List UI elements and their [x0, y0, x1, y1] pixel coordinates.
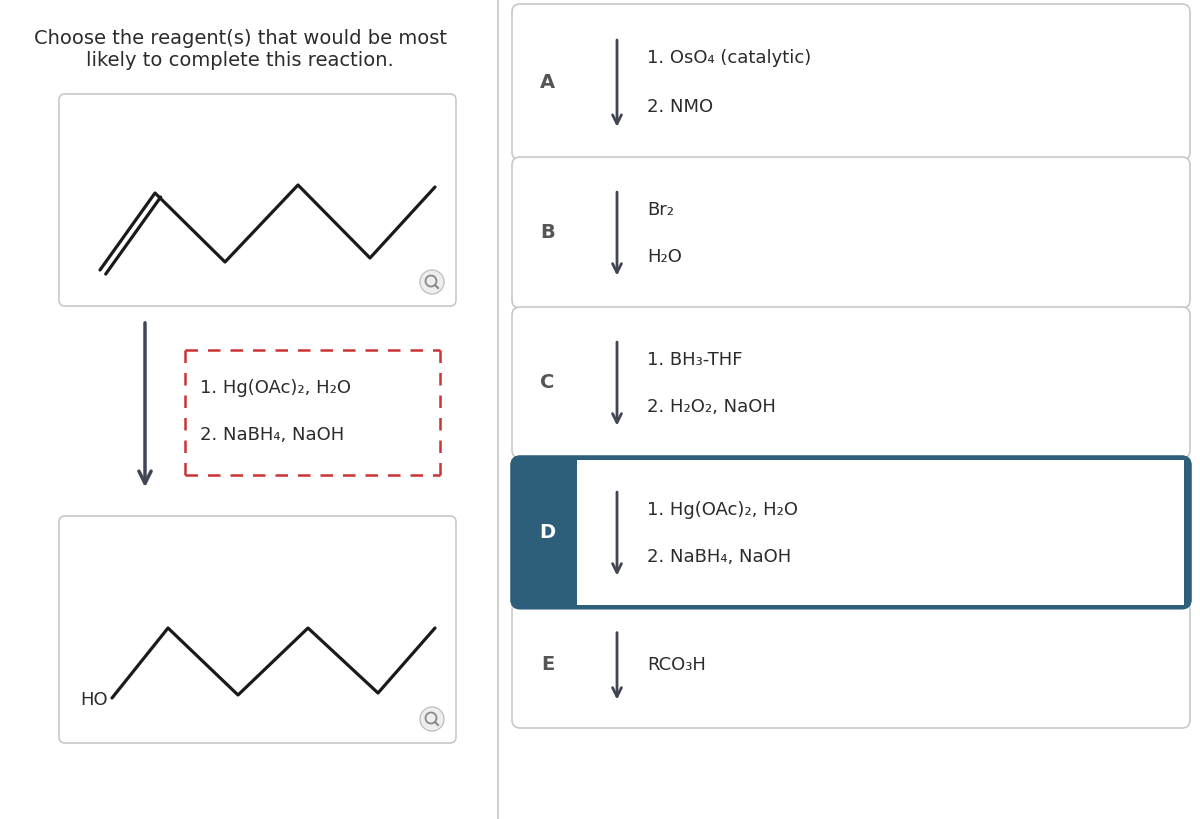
Text: likely to complete this reaction.: likely to complete this reaction. — [86, 51, 394, 70]
Text: 1. Hg(OAc)₂, H₂O: 1. Hg(OAc)₂, H₂O — [647, 500, 798, 518]
Text: H₂O: H₂O — [647, 248, 682, 266]
Text: A: A — [540, 73, 556, 92]
Text: E: E — [541, 655, 554, 675]
FancyBboxPatch shape — [512, 307, 1190, 458]
Text: Br₂: Br₂ — [647, 201, 674, 219]
Text: Choose the reagent(s) that would be most: Choose the reagent(s) that would be most — [34, 29, 446, 48]
Text: B: B — [540, 223, 554, 242]
Text: RCO₃H: RCO₃H — [647, 656, 706, 674]
Text: D: D — [540, 523, 556, 542]
FancyBboxPatch shape — [59, 516, 456, 743]
Text: 1. BH₃-THF: 1. BH₃-THF — [647, 351, 743, 369]
FancyBboxPatch shape — [512, 157, 1190, 308]
FancyBboxPatch shape — [512, 4, 1190, 160]
Circle shape — [420, 707, 444, 731]
Text: C: C — [540, 373, 554, 392]
Text: 1. Hg(OAc)₂, H₂O: 1. Hg(OAc)₂, H₂O — [200, 379, 352, 397]
FancyBboxPatch shape — [512, 457, 1190, 608]
Text: 2. NaBH₄, NaOH: 2. NaBH₄, NaOH — [200, 426, 344, 444]
Bar — [577, 460, 1184, 605]
FancyBboxPatch shape — [59, 94, 456, 306]
FancyBboxPatch shape — [512, 602, 1190, 728]
Circle shape — [420, 270, 444, 294]
FancyBboxPatch shape — [512, 457, 1190, 608]
Text: 1. OsO₄ (catalytic): 1. OsO₄ (catalytic) — [647, 49, 811, 67]
Text: 2. NaBH₄, NaOH: 2. NaBH₄, NaOH — [647, 548, 791, 566]
Text: HO: HO — [80, 691, 108, 709]
Text: 2. H₂O₂, NaOH: 2. H₂O₂, NaOH — [647, 398, 776, 416]
Text: 2. NMO: 2. NMO — [647, 98, 713, 116]
